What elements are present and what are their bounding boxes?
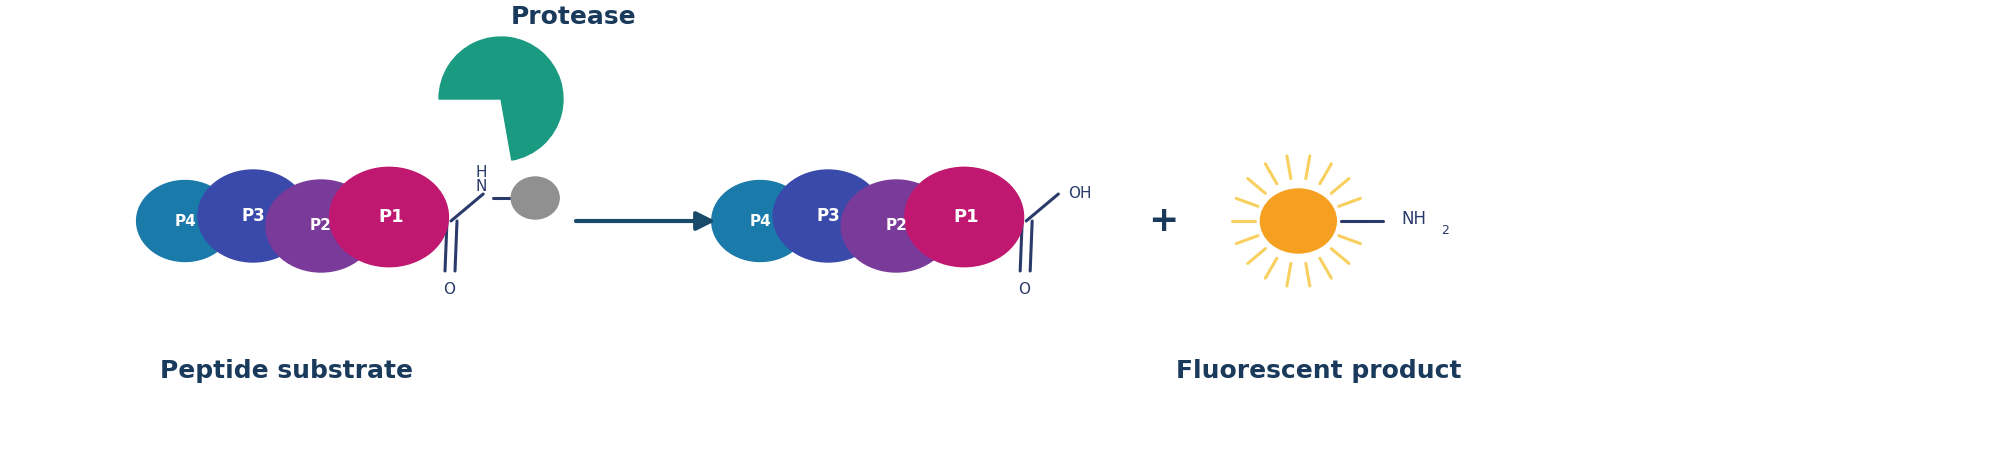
Text: H: H (476, 165, 486, 179)
Text: P1: P1 (378, 208, 404, 226)
Ellipse shape (774, 170, 884, 262)
Text: O: O (1018, 281, 1030, 297)
Text: N: N (476, 178, 486, 194)
Text: P3: P3 (816, 207, 840, 225)
Text: +: + (1148, 204, 1178, 238)
Ellipse shape (712, 180, 808, 261)
Ellipse shape (904, 168, 1024, 267)
Text: P4: P4 (174, 214, 196, 228)
Ellipse shape (266, 180, 376, 272)
Ellipse shape (842, 180, 952, 272)
Text: P3: P3 (242, 207, 264, 225)
Text: P1: P1 (954, 208, 978, 226)
Ellipse shape (330, 168, 448, 267)
Text: OH: OH (1068, 186, 1092, 200)
Ellipse shape (198, 170, 308, 262)
Text: NH: NH (1402, 210, 1426, 228)
Text: P2: P2 (310, 218, 332, 234)
Text: O: O (444, 281, 456, 297)
Ellipse shape (1260, 189, 1336, 253)
Text: Protease: Protease (512, 5, 636, 29)
Text: Peptide substrate: Peptide substrate (160, 359, 414, 383)
Text: P4: P4 (750, 214, 772, 228)
Text: 2: 2 (1442, 224, 1450, 237)
Ellipse shape (512, 177, 560, 219)
Wedge shape (440, 37, 562, 160)
Text: Fluorescent product: Fluorescent product (1176, 359, 1462, 383)
Text: P2: P2 (886, 218, 908, 234)
Ellipse shape (136, 180, 234, 261)
